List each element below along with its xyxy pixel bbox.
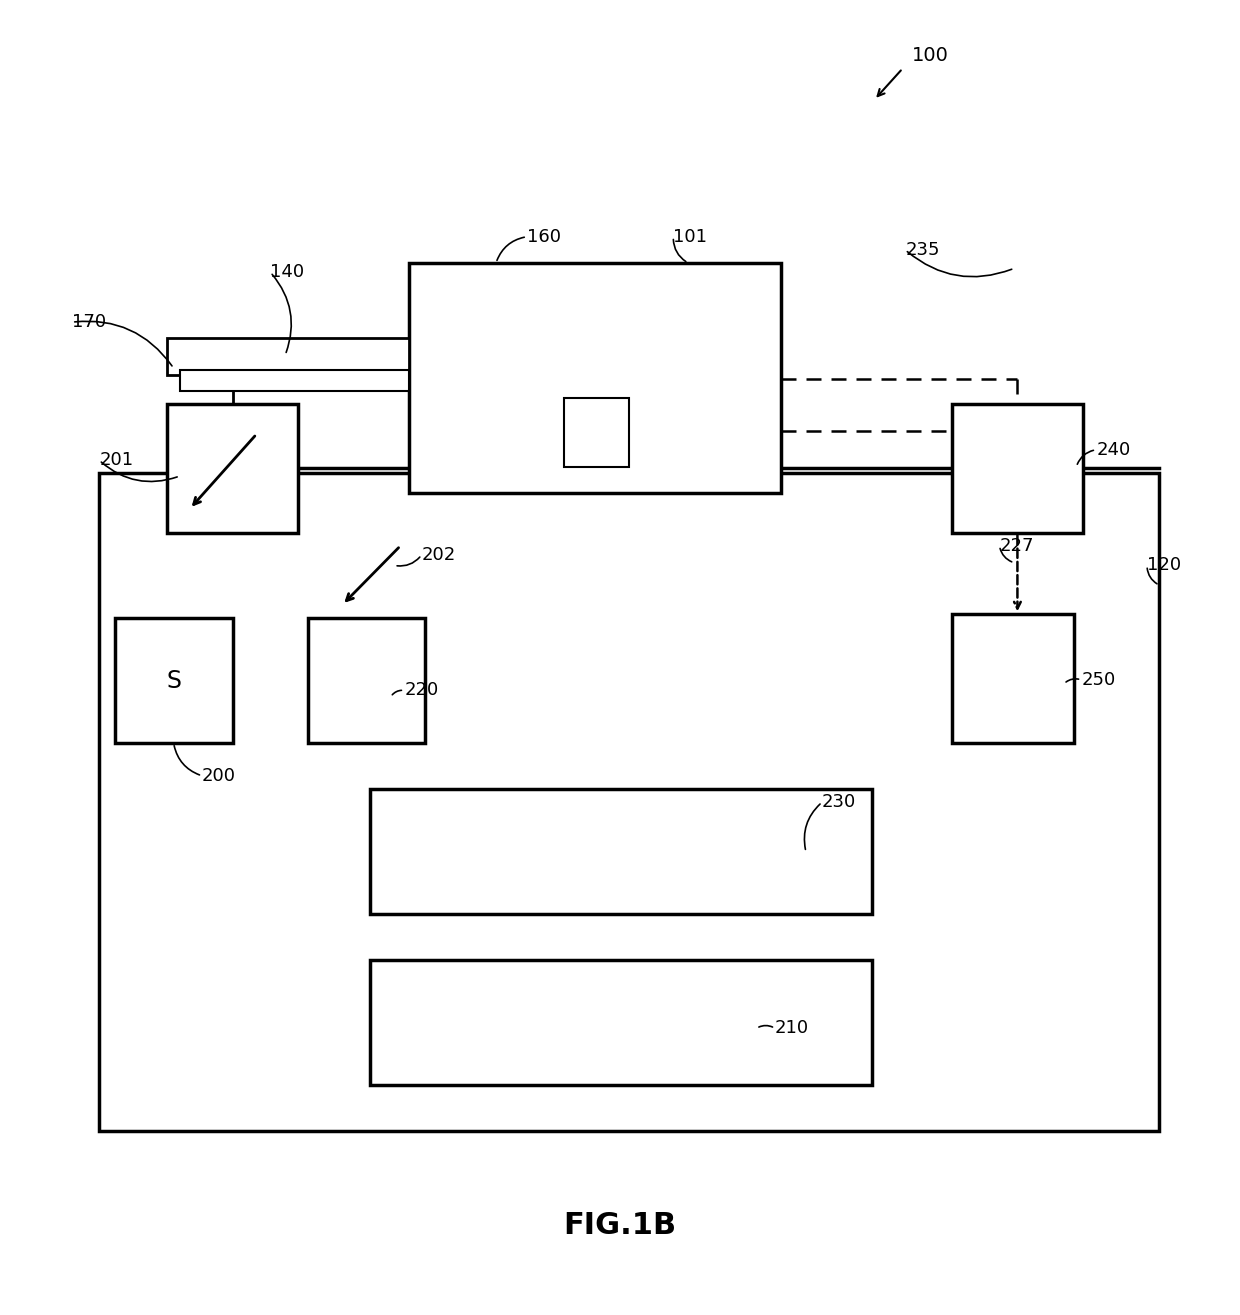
Bar [115, 618, 233, 743]
Text: 101: 101 [673, 227, 707, 246]
Text: 160: 160 [527, 227, 560, 246]
Text: 170: 170 [72, 313, 107, 331]
Bar [167, 338, 409, 375]
Text: 235: 235 [905, 241, 940, 259]
Bar [370, 960, 872, 1085]
Text: 202: 202 [422, 546, 456, 564]
Text: 240: 240 [1096, 441, 1131, 459]
Text: 210: 210 [775, 1019, 810, 1038]
Text: 140: 140 [270, 263, 305, 281]
Text: 201: 201 [99, 451, 134, 469]
Bar [308, 618, 425, 743]
Bar [180, 370, 409, 391]
Text: 120: 120 [1147, 556, 1182, 575]
Text: 230: 230 [822, 793, 857, 811]
Text: 100: 100 [911, 46, 949, 64]
Text: 250: 250 [1081, 671, 1116, 689]
Text: FIG.1B: FIG.1B [563, 1211, 677, 1240]
Bar [952, 614, 1074, 743]
Bar [167, 404, 298, 533]
Bar [99, 473, 1159, 1131]
Text: 200: 200 [202, 767, 236, 785]
Text: 227: 227 [999, 537, 1034, 555]
Bar [952, 404, 1083, 533]
Bar [564, 398, 629, 467]
Text: S: S [166, 668, 182, 693]
Bar [409, 263, 781, 493]
Text: 220: 220 [404, 681, 439, 700]
Bar [370, 789, 872, 914]
